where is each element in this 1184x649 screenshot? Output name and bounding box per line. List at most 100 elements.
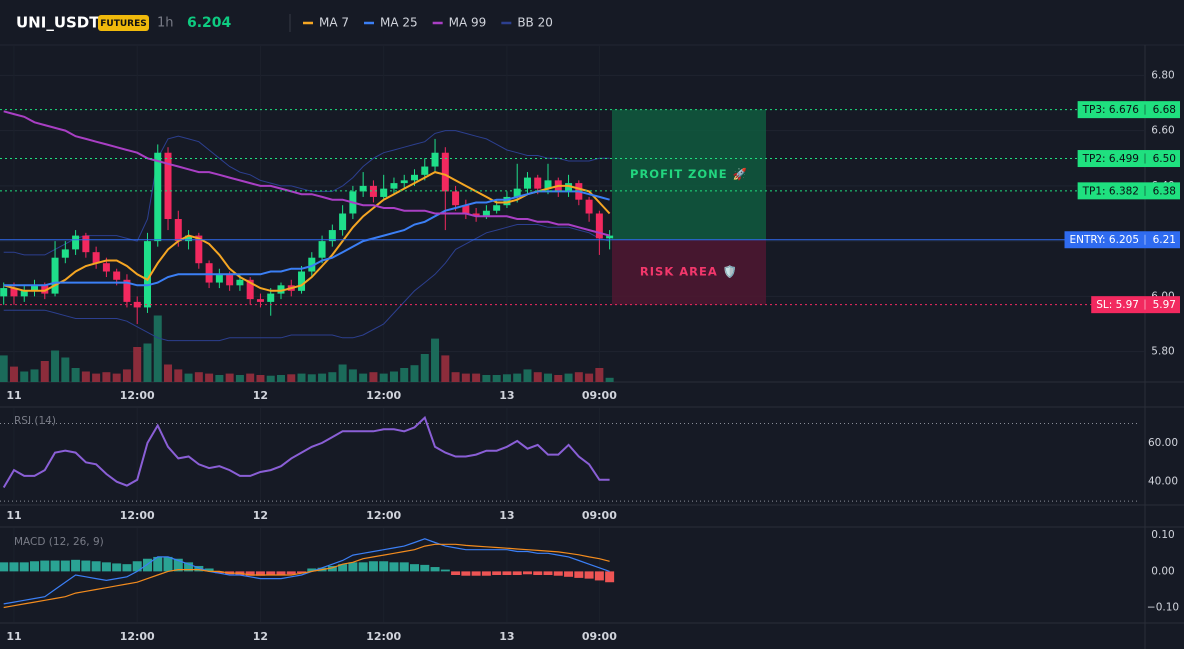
macd-hist-bar — [481, 571, 491, 576]
legend-label: MA 99 — [449, 16, 487, 30]
volume-bar — [102, 372, 111, 382]
macd-hist-bar — [81, 560, 91, 572]
level-price: 6.50 — [1153, 153, 1176, 165]
candle-body — [441, 152, 449, 192]
candle-body — [236, 279, 244, 286]
macd-hist-bar — [0, 562, 9, 572]
x-tick-label: 12 — [253, 630, 268, 643]
macd-hist-bar — [91, 561, 101, 572]
macd-hist-bar — [173, 558, 183, 572]
volume-bar — [153, 315, 162, 382]
level-name: TP2: 6.499 — [1082, 153, 1139, 165]
candle-body — [534, 177, 542, 189]
ma-line — [3, 171, 611, 292]
volume-bar — [533, 372, 542, 382]
candle-body — [113, 271, 121, 280]
volume-bar — [164, 364, 173, 382]
macd-hist-bar — [368, 561, 378, 572]
candle-body — [10, 288, 18, 297]
volume-bar — [112, 373, 121, 382]
level-name: TP3: 6.676 — [1082, 104, 1140, 116]
level-price: 6.68 — [1153, 104, 1176, 116]
volume-bar — [122, 369, 131, 382]
candle-body — [308, 257, 316, 272]
macd-hist-bar — [512, 571, 522, 575]
volume-bar — [297, 373, 306, 382]
badge-bg — [98, 15, 149, 31]
last-price: 6.204 — [187, 15, 232, 31]
volume-bar — [81, 371, 90, 382]
level-price: 5.97 — [1153, 299, 1176, 311]
y-tick-label: 0.10 — [1151, 529, 1174, 541]
volume-bar — [502, 374, 511, 382]
candle-body — [277, 285, 285, 294]
panel-title: MACD (12, 26, 9) — [14, 536, 104, 548]
candle-body — [421, 166, 429, 175]
macd-hist-bar — [594, 571, 604, 581]
candle-body — [513, 188, 521, 197]
candle-body — [61, 249, 69, 258]
macd-hist-bar — [410, 564, 419, 572]
volume-bar — [215, 375, 224, 382]
bb-upper — [3, 130, 610, 256]
volume-bar — [513, 373, 522, 382]
volume-bar — [174, 369, 183, 382]
volume-bar — [492, 375, 501, 382]
macd-hist-bar — [19, 562, 29, 572]
macd-hist-bar — [502, 571, 512, 575]
macd-hist-bar — [605, 571, 615, 583]
volume-bar — [256, 375, 265, 382]
candle-body — [174, 219, 182, 242]
candle-body — [0, 288, 8, 297]
macd-hist-bar — [584, 571, 594, 579]
x-tick-label: 09:00 — [582, 630, 617, 643]
macd-hist-bar — [132, 561, 142, 572]
macd-hist-bar — [574, 571, 584, 578]
volume-bar — [544, 373, 553, 382]
x-tick-label: 11 — [6, 389, 21, 402]
y-tick-label: 6.60 — [1151, 125, 1174, 137]
macd-line — [3, 538, 610, 605]
zone — [612, 109, 766, 240]
x-tick-label: 12 — [253, 509, 268, 522]
candle-body — [431, 152, 439, 167]
candle-body — [493, 205, 501, 211]
bb-lower — [3, 224, 610, 342]
volume-bar — [318, 373, 327, 382]
volume-bar — [420, 354, 429, 382]
volume-bar — [266, 375, 275, 382]
macd-hist-bar — [492, 571, 502, 575]
macd-hist-bar — [286, 571, 296, 575]
volume-bar — [20, 371, 29, 382]
volume-bar — [595, 368, 604, 382]
volume-bar — [307, 374, 316, 382]
volume-bar — [472, 373, 481, 382]
candle-body — [544, 180, 552, 189]
volume-bar — [482, 375, 491, 382]
volume-bar — [379, 373, 388, 382]
volume-bar — [441, 355, 450, 382]
volume-bar — [143, 343, 152, 382]
macd-hist-bar — [471, 571, 481, 576]
volume-bar — [235, 375, 244, 382]
macd-hist-bar — [553, 571, 563, 576]
interval: 1h — [157, 16, 174, 31]
candle-body — [41, 285, 49, 294]
macd-hist-bar — [379, 561, 389, 572]
volume-bar — [184, 373, 193, 382]
y-tick-label: 5.80 — [1151, 346, 1174, 358]
volume-bar — [410, 365, 419, 382]
volume-bar — [461, 373, 470, 382]
y-tick-label: 0.00 — [1151, 565, 1174, 577]
macd-hist-bar — [71, 559, 81, 572]
volume-bar — [328, 372, 337, 382]
x-tick-label: 11 — [6, 509, 21, 522]
candle-body — [380, 188, 388, 197]
level-label-bg — [1064, 231, 1180, 249]
macd-hist-bar — [338, 564, 348, 572]
macd-hist-bar — [358, 562, 368, 572]
zone-label: RISK AREA 🛡️ — [640, 265, 738, 279]
candle-body — [298, 271, 306, 291]
volume-bar — [0, 355, 8, 382]
candle-body — [102, 263, 110, 272]
